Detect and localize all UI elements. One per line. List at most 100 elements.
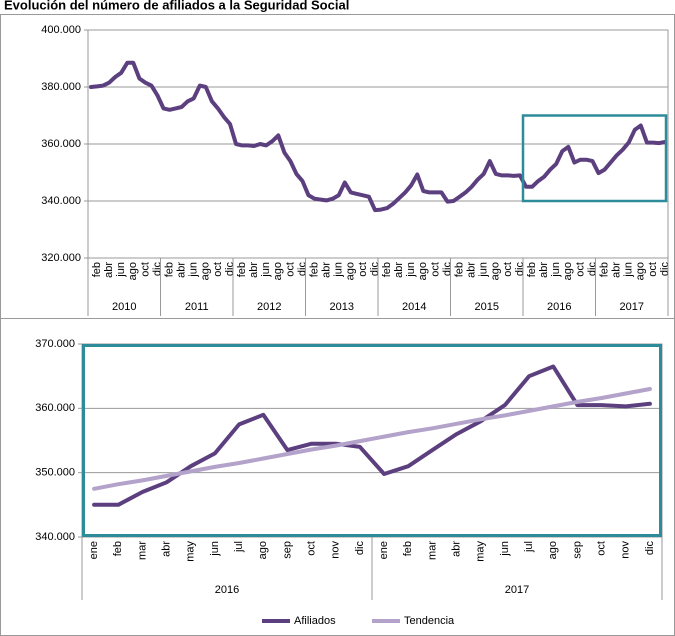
x-tick-label: jun: [115, 262, 127, 278]
x-tick-label: dic: [586, 262, 598, 277]
x-tick-label: oct: [595, 541, 607, 556]
x-tick-label: ago: [345, 262, 357, 280]
x-tick-label: abr: [321, 262, 333, 278]
x-tick-label: ago: [272, 262, 284, 280]
x-tick-label: ago: [200, 262, 212, 280]
x-tick-label: feb: [308, 262, 320, 277]
x-tick-label: feb: [453, 262, 465, 277]
y-tick-label: 400.000: [41, 24, 81, 36]
y-tick-label: 340.000: [35, 531, 75, 543]
x-tick-label: feb: [91, 262, 103, 277]
x-tick-label: dic: [369, 262, 381, 277]
series-line: [89, 60, 667, 213]
x-tick-label: feb: [381, 262, 393, 277]
year-label: 2017: [620, 301, 644, 313]
x-tick-label: oct: [139, 262, 151, 277]
legend-label: Afiliados: [294, 615, 336, 627]
x-tick-label: jun: [623, 262, 635, 278]
x-tick-label: nov: [330, 541, 342, 559]
panel-frame: [0, 318, 675, 636]
x-tick-label: jun: [260, 262, 272, 278]
x-tick-label: ago: [490, 262, 502, 280]
x-tick-label: ago: [547, 541, 559, 559]
x-tick-label: dic: [659, 262, 671, 277]
x-tick-label: oct: [574, 262, 586, 277]
x-tick-label: sep: [281, 541, 293, 559]
x-tick-label: dic: [151, 262, 163, 277]
x-tick-label: dic: [224, 262, 236, 277]
y-tick-label: 340.000: [41, 195, 81, 207]
x-tick-label: abr: [103, 262, 115, 278]
year-label: 2015: [475, 301, 499, 313]
x-tick-label: feb: [598, 262, 610, 277]
x-tick-label: oct: [305, 541, 317, 556]
x-tick-label: dic: [354, 541, 366, 556]
x-tick-label: ago: [127, 262, 139, 280]
series-line: [92, 364, 652, 507]
x-tick-label: abr: [466, 262, 478, 278]
x-tick-label: abr: [450, 541, 462, 557]
x-tick-label: feb: [112, 541, 124, 556]
y-tick-label: 380.000: [41, 81, 81, 93]
x-tick-label: oct: [212, 262, 224, 277]
series-line: [92, 387, 652, 491]
x-tick-label: abr: [538, 262, 550, 278]
year-label: 2016: [215, 584, 239, 596]
x-tick-label: mar: [426, 541, 438, 560]
year-label: 2010: [112, 301, 136, 313]
highlight-box: [521, 114, 668, 203]
y-tick-label: 370.000: [35, 338, 75, 350]
x-tick-label: abr: [611, 262, 623, 278]
x-tick-label: oct: [502, 262, 514, 277]
x-tick-label: ago: [257, 541, 269, 559]
x-tick-label: oct: [429, 262, 441, 277]
x-tick-label: sep: [571, 541, 583, 559]
x-tick-label: jun: [333, 262, 345, 278]
x-tick-label: jul: [233, 541, 245, 553]
x-tick-label: ago: [562, 262, 574, 280]
x-tick-label: abr: [160, 541, 172, 557]
x-tick-label: jun: [209, 541, 221, 557]
year-label: 2014: [402, 301, 426, 313]
x-tick-label: nov: [620, 541, 632, 559]
x-tick-label: abr: [176, 262, 188, 278]
x-tick-label: may: [185, 541, 197, 562]
x-tick-label: jun: [188, 262, 200, 278]
year-label: 2012: [257, 301, 281, 313]
highlight-frame: [82, 344, 662, 537]
x-tick-label: dic: [644, 541, 656, 556]
x-tick-label: feb: [163, 262, 175, 277]
x-tick-label: ene: [88, 541, 100, 559]
x-tick-label: feb: [236, 262, 248, 277]
x-tick-label: oct: [284, 262, 296, 277]
x-tick-label: dic: [441, 262, 453, 277]
x-tick-label: ago: [635, 262, 647, 280]
year-label: 2013: [330, 301, 354, 313]
x-tick-label: abr: [248, 262, 260, 278]
y-tick-label: 350.000: [35, 467, 75, 479]
year-label: 2011: [185, 301, 209, 313]
x-tick-label: jun: [499, 541, 511, 557]
x-tick-label: jul: [523, 541, 535, 553]
y-tick-label: 360.000: [35, 402, 75, 414]
x-tick-label: feb: [402, 541, 414, 556]
x-tick-label: jun: [550, 262, 562, 278]
year-label: 2017: [505, 584, 529, 596]
chart-title: Evolución del número de afiliados a la S…: [4, 0, 349, 12]
x-tick-label: dic: [296, 262, 308, 277]
x-tick-label: ago: [417, 262, 429, 280]
x-tick-label: oct: [647, 262, 659, 277]
x-tick-label: feb: [526, 262, 538, 277]
x-tick-label: abr: [393, 262, 405, 278]
y-tick-label: 320.000: [41, 252, 81, 264]
x-tick-label: mar: [136, 541, 148, 560]
x-tick-label: dic: [514, 262, 526, 277]
y-tick-label: 360.000: [41, 138, 81, 150]
x-tick-label: jun: [478, 262, 490, 278]
x-tick-label: jun: [405, 262, 417, 278]
legend-label: Tendencia: [404, 615, 455, 627]
x-tick-label: may: [475, 541, 487, 562]
x-tick-label: oct: [357, 262, 369, 277]
x-tick-label: ene: [378, 541, 390, 559]
